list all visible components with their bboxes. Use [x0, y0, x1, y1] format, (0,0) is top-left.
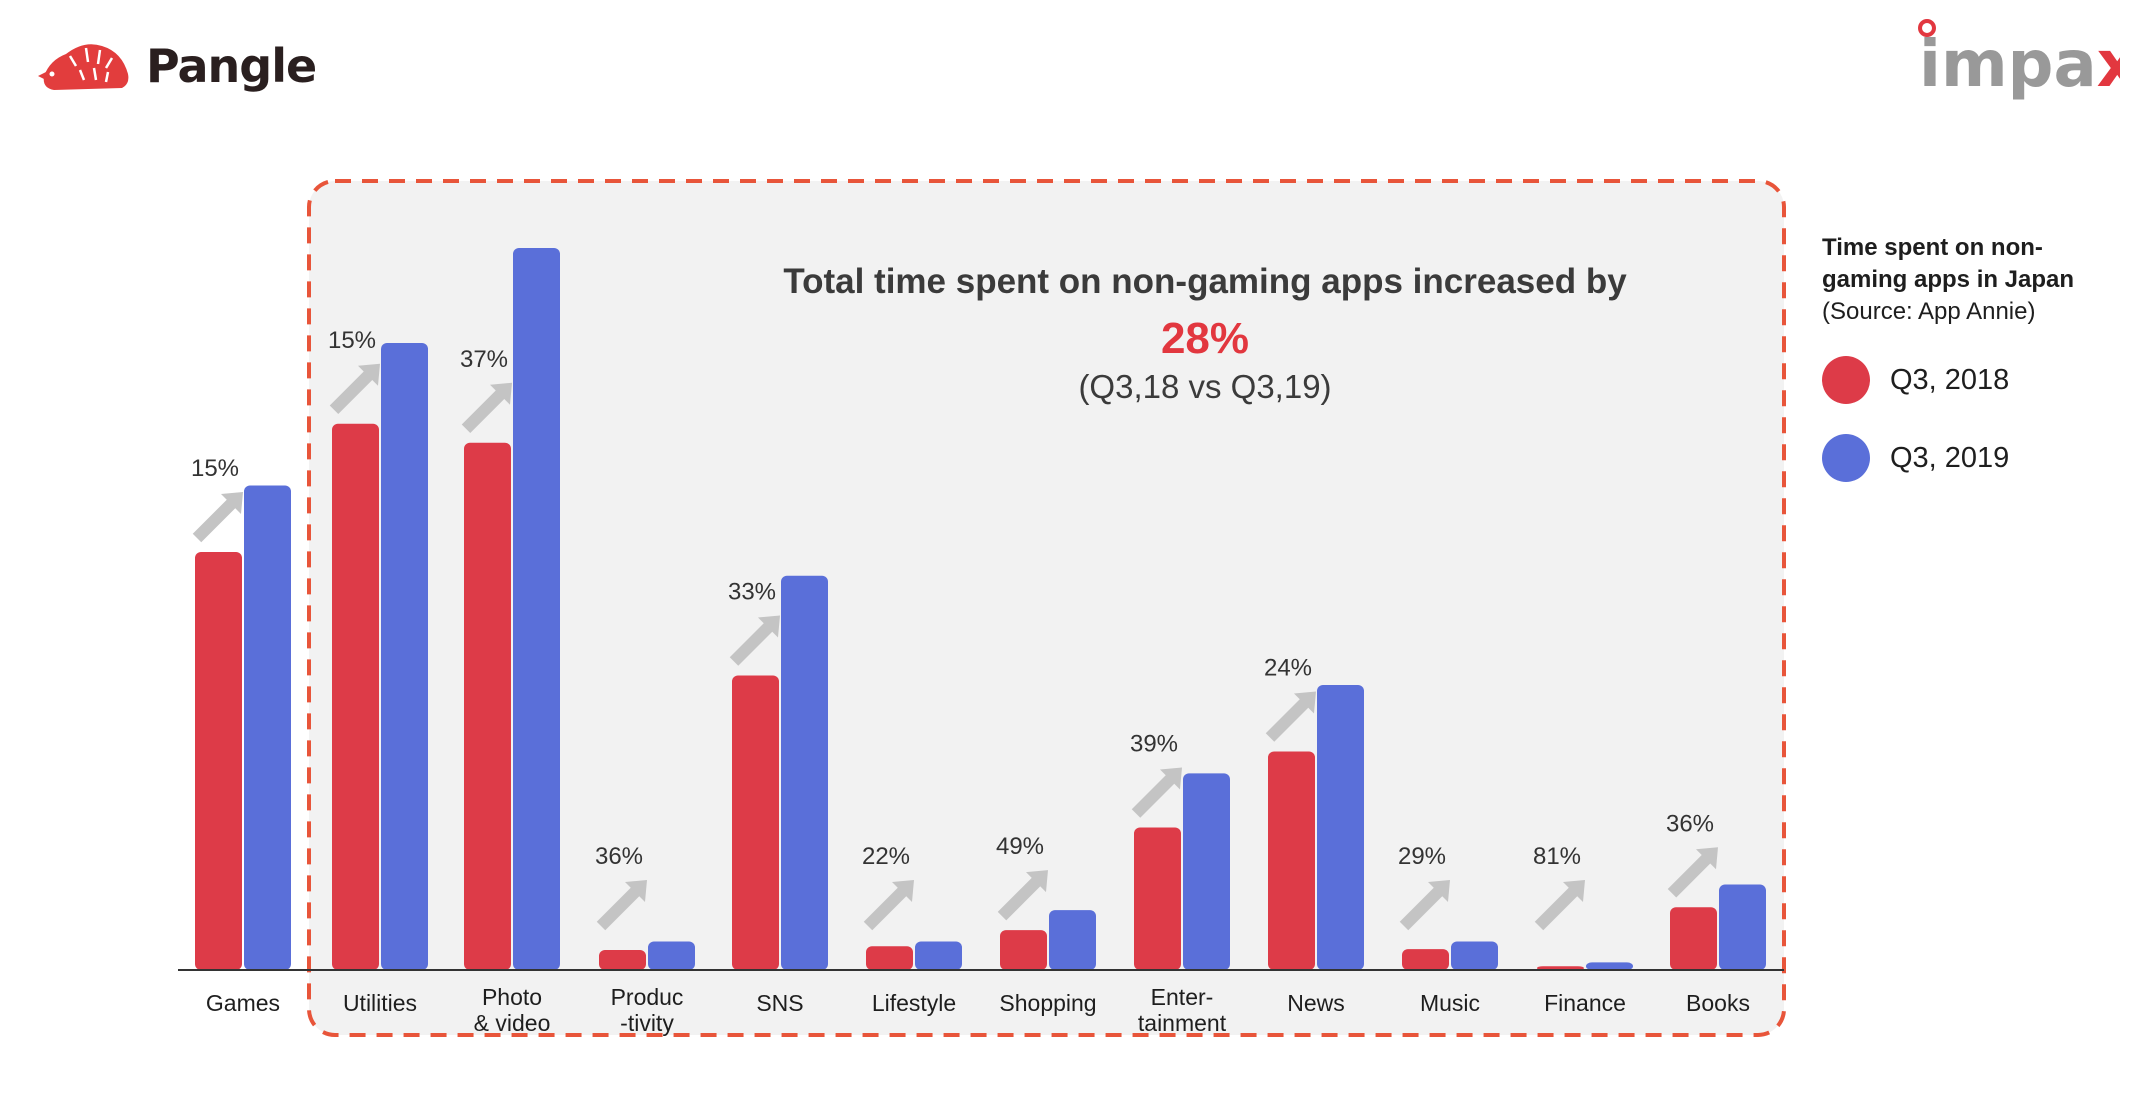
x-tick-label-games: Games	[206, 990, 280, 1016]
bar-music-2018	[1402, 949, 1449, 970]
highlight-period: (Q3,18 vs Q3,19)	[1078, 368, 1332, 405]
bar-music-2019	[1451, 941, 1498, 970]
bar-books-2019	[1719, 884, 1766, 970]
bar-enter-tainment-2019	[1183, 773, 1230, 970]
bar-photo-video-2019	[513, 248, 560, 970]
impax-dot-icon	[1918, 19, 1936, 37]
bar-lifestyle-2019	[915, 941, 962, 970]
x-tick-label-sns: SNS	[756, 990, 803, 1016]
bar-news-2018	[1268, 751, 1315, 970]
growth-label-lifestyle: 22%	[862, 843, 910, 870]
highlight-title: Total time spent on non-gaming apps incr…	[700, 262, 1710, 406]
impax-wordmark: impax	[1919, 28, 2120, 102]
bar-shopping-2019	[1049, 910, 1096, 970]
bar-utilities-2018	[332, 423, 379, 970]
bar-games-2019	[244, 485, 291, 970]
x-tick-label-produc-tivity: Produc -tivity	[611, 984, 684, 1036]
pangolin-icon	[38, 44, 129, 90]
pangle-wordmark: Pangle	[146, 39, 317, 93]
bar-produc-tivity-2019	[648, 941, 695, 970]
growth-arrow-news	[1265, 691, 1316, 742]
growth-label-games: 15%	[191, 455, 239, 482]
legend-item-2019: Q3, 2019	[1822, 434, 2122, 482]
bar-news-2019	[1317, 685, 1364, 970]
growth-arrow-music	[1399, 880, 1450, 931]
bar-books-2018	[1670, 907, 1717, 970]
legend-swatch-2019	[1822, 434, 1870, 482]
legend-label-2019: Q3, 2019	[1890, 441, 2010, 474]
growth-label-enter-tainment: 39%	[1130, 731, 1178, 758]
non-gaming-highlight-frame	[307, 179, 1786, 1037]
x-tick-label-lifestyle: Lifestyle	[872, 990, 956, 1016]
highlight-headline: Total time spent on non-gaming apps incr…	[783, 262, 1627, 301]
x-tick-label-news: News	[1287, 990, 1345, 1016]
legend: Time spent on non- gaming apps in Japan …	[1822, 232, 2122, 482]
growth-label-books: 36%	[1666, 810, 1714, 837]
bar-sns-2019	[781, 575, 828, 970]
growth-label-utilities: 15%	[328, 327, 376, 354]
bar-produc-tivity-2018	[599, 950, 646, 970]
growth-arrow-finance	[1534, 880, 1585, 931]
impax-logo: impax	[1918, 19, 2120, 102]
growth-arrow-enter-tainment	[1131, 767, 1182, 818]
bar-finance-2019	[1586, 962, 1633, 970]
x-tick-label-enter-tainment: Enter-tainment	[1138, 984, 1227, 1036]
growth-label-produc-tivity: 36%	[595, 843, 643, 870]
growth-arrow-books	[1667, 847, 1718, 898]
legend-swatch-2018	[1822, 356, 1870, 404]
growth-label-finance: 81%	[1533, 843, 1581, 870]
bar-games-2018	[195, 552, 242, 970]
x-tick-label-finance: Finance	[1544, 990, 1626, 1016]
growth-arrow-produc-tivity	[596, 880, 647, 931]
legend-item-2018: Q3, 2018	[1822, 356, 2122, 404]
pangle-logo: Pangle	[36, 26, 317, 106]
x-tick-label-utilities: Utilities	[343, 990, 417, 1016]
growth-arrow-shopping	[997, 870, 1048, 921]
growth-arrow-lifestyle	[863, 880, 914, 931]
growth-label-news: 24%	[1264, 655, 1312, 682]
legend-title-line-1: Time spent on non-	[1822, 234, 2043, 261]
bar-sns-2018	[732, 675, 779, 970]
bar-photo-video-2018	[464, 442, 511, 970]
bar-enter-tainment-2018	[1134, 827, 1181, 970]
growth-label-photo-video: 37%	[460, 346, 508, 373]
bar-lifestyle-2018	[866, 946, 913, 970]
bar-utilities-2019	[381, 343, 428, 970]
legend-source: (Source: App Annie)	[1822, 298, 2036, 325]
x-tick-label-photo-video: Photo & video	[474, 984, 551, 1036]
growth-label-sns: 33%	[728, 579, 776, 606]
x-tick-label-books: Books	[1686, 990, 1750, 1016]
growth-arrow-games	[192, 492, 243, 543]
x-tick-label-shopping: Shopping	[999, 990, 1096, 1016]
bar-shopping-2018	[1000, 930, 1047, 970]
legend-label-2018: Q3, 2018	[1890, 363, 2010, 396]
growth-label-music: 29%	[1398, 843, 1446, 870]
highlight-percent: 28%	[1160, 314, 1250, 363]
growth-arrow-utilities	[329, 363, 380, 414]
x-tick-label-music: Music	[1420, 990, 1480, 1016]
growth-arrow-photo-video	[461, 382, 512, 433]
legend-title-line-2: gaming apps in Japan	[1822, 266, 2075, 293]
growth-arrow-sns	[729, 615, 780, 666]
growth-label-shopping: 49%	[996, 833, 1044, 860]
